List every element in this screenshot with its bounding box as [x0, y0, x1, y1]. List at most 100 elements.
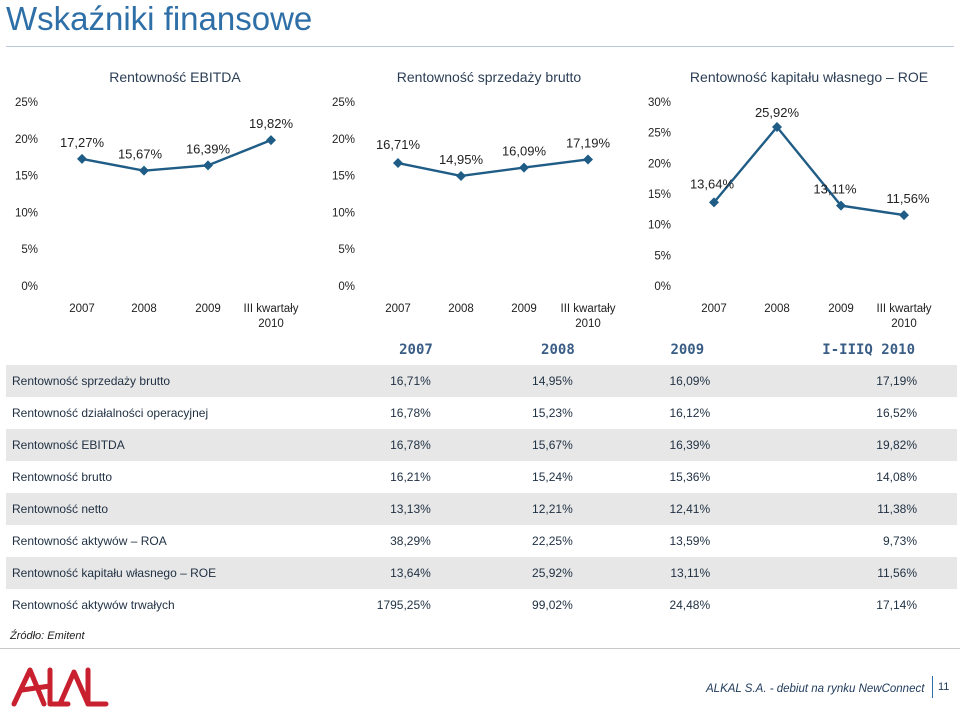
y-tick-label: 20% [332, 134, 355, 146]
source-note: Źródło: Emitent [10, 630, 85, 642]
y-tick-label: 25% [332, 97, 355, 109]
row-value: 16,09% [616, 365, 747, 397]
row-value: 13,13% [312, 493, 475, 525]
data-label: 17,27% [60, 135, 105, 150]
x-tick-label: 2009 [511, 303, 537, 315]
x-tick-label: 2009 [195, 303, 221, 315]
table-row: Rentowność EBITDA 16,78% 15,67% 16,39% 19,82… [6, 429, 957, 461]
chart-title: Rentowność sprzedaży brutto [397, 69, 582, 85]
table-header-label [6, 335, 312, 365]
y-tick-label: 0% [654, 281, 671, 293]
footer-divider [0, 648, 960, 649]
row-value: 17,19% [746, 365, 957, 397]
y-tick-label: 5% [338, 244, 355, 256]
x-tick-label: 2010 [575, 318, 601, 330]
data-point-marker [836, 200, 846, 211]
row-value: 16,78% [312, 429, 475, 461]
charts-area: Rentowność EBITDA 0% 5% 10% 15% 20% 25% 2007 200… [15, 69, 932, 330]
y-tick-label: 15% [332, 171, 355, 183]
y-tick-label: 5% [21, 244, 38, 256]
row-value: 16,78% [390, 406, 431, 420]
row-value: 14,95% [474, 365, 617, 397]
row-value: 15,36% [669, 470, 711, 484]
y-tick-label: 10% [648, 220, 671, 232]
alkal-logo [11, 667, 109, 707]
row-value: 38,29% [390, 534, 431, 548]
x-tick-label: 2007 [69, 303, 95, 315]
series-line [81, 139, 272, 172]
series-line [713, 125, 905, 217]
row-value: 15,24% [532, 470, 573, 484]
row-label: Rentowność EBITDA [6, 429, 312, 461]
data-point-marker [266, 135, 276, 146]
y-tick-label: 30% [648, 97, 671, 109]
table-row: Rentowność działalności operacyjnej 16,78… [6, 397, 957, 429]
y-tick-label: 10% [332, 207, 355, 219]
row-value: 12,41% [616, 493, 747, 525]
x-tick-label: III kwartały [561, 303, 616, 315]
x-tick-label: 2010 [258, 318, 284, 330]
data-label: 16,09% [502, 144, 547, 159]
data-label: 16,39% [186, 141, 231, 156]
x-tick-label: 2007 [385, 303, 411, 315]
data-point-marker [393, 158, 403, 169]
row-value: 13,64% [312, 557, 475, 589]
row-value: 9,73% [882, 534, 917, 548]
x-tick-label: III kwartały [877, 303, 932, 315]
page-title: Wskaźniki finansowe [6, 0, 313, 37]
table-header-row: 2007 2008 2009 I-IIIQ 2010 [6, 335, 957, 365]
y-tick-label: 20% [648, 158, 671, 170]
data-label: 16,71% [376, 137, 421, 152]
row-value: 24,48% [669, 598, 711, 612]
y-tick-label: 5% [654, 250, 671, 262]
row-value: 13,59% [669, 534, 711, 548]
x-tick-label: 2007 [701, 303, 727, 315]
row-label: Rentowność aktywów trwałych [12, 598, 175, 612]
row-label: Rentowność działalności operacyjnej [12, 406, 209, 420]
title-divider [6, 46, 954, 47]
table-row: Rentowność sprzedaży brutto 16,71% 14,95% 1… [6, 365, 957, 397]
table-header-year: 2008 [541, 342, 575, 358]
row-value: 22,25% [532, 534, 573, 548]
row-value: 16,71% [312, 365, 475, 397]
table-header-year: I-IIIQ 2010 [822, 342, 915, 358]
row-value: 1795,25% [376, 598, 431, 612]
x-tick-label: 2008 [764, 303, 790, 315]
table-header-year: 2007 [399, 342, 433, 358]
data-label: 19,82% [249, 116, 294, 131]
row-value: 19,82% [746, 429, 957, 461]
row-value: 25,92% [474, 557, 617, 589]
x-tick-label: 2009 [828, 303, 854, 315]
data-label: 15,67% [118, 147, 163, 162]
row-value: 16,52% [876, 406, 917, 420]
row-value: 17,14% [876, 598, 917, 612]
series-line [397, 158, 589, 178]
table-row: Rentowność kapitału własnego – ROE 13,64%… [6, 557, 957, 589]
page-number-divider [932, 676, 933, 698]
data-label: 25,92% [755, 105, 800, 120]
row-value: 16,39% [616, 429, 747, 461]
table-row: Rentowność aktywów trwałych 1795,25% 99,02… [6, 589, 957, 621]
table-row: Rentowność brutto 16,21% 15,24% 15,36% 14,08… [6, 461, 957, 493]
data-point-marker [583, 154, 593, 165]
row-value: 15,23% [532, 406, 573, 420]
row-value: 11,56% [746, 557, 957, 589]
x-tick-label: 2008 [448, 303, 474, 315]
y-tick-label: 15% [648, 189, 671, 201]
x-tick-label: III kwartały [244, 303, 299, 315]
x-tick-label: 2008 [131, 303, 157, 315]
chart-title: Rentowność EBITDA [109, 69, 241, 85]
data-label: 13,11% [813, 182, 857, 197]
y-tick-label: 25% [648, 128, 671, 140]
row-label: Rentowność aktywów – ROA [12, 534, 167, 548]
data-point-marker [772, 122, 782, 133]
data-label: 17,19% [566, 135, 611, 150]
row-value: 12,21% [474, 493, 617, 525]
row-label: Rentowność netto [6, 493, 312, 525]
y-tick-label: 25% [15, 97, 38, 109]
row-value: 16,21% [390, 470, 431, 484]
data-point-marker [77, 153, 87, 164]
data-point-marker [203, 160, 213, 171]
page-number: 11 [938, 681, 950, 693]
row-value: 13,11% [616, 557, 747, 589]
